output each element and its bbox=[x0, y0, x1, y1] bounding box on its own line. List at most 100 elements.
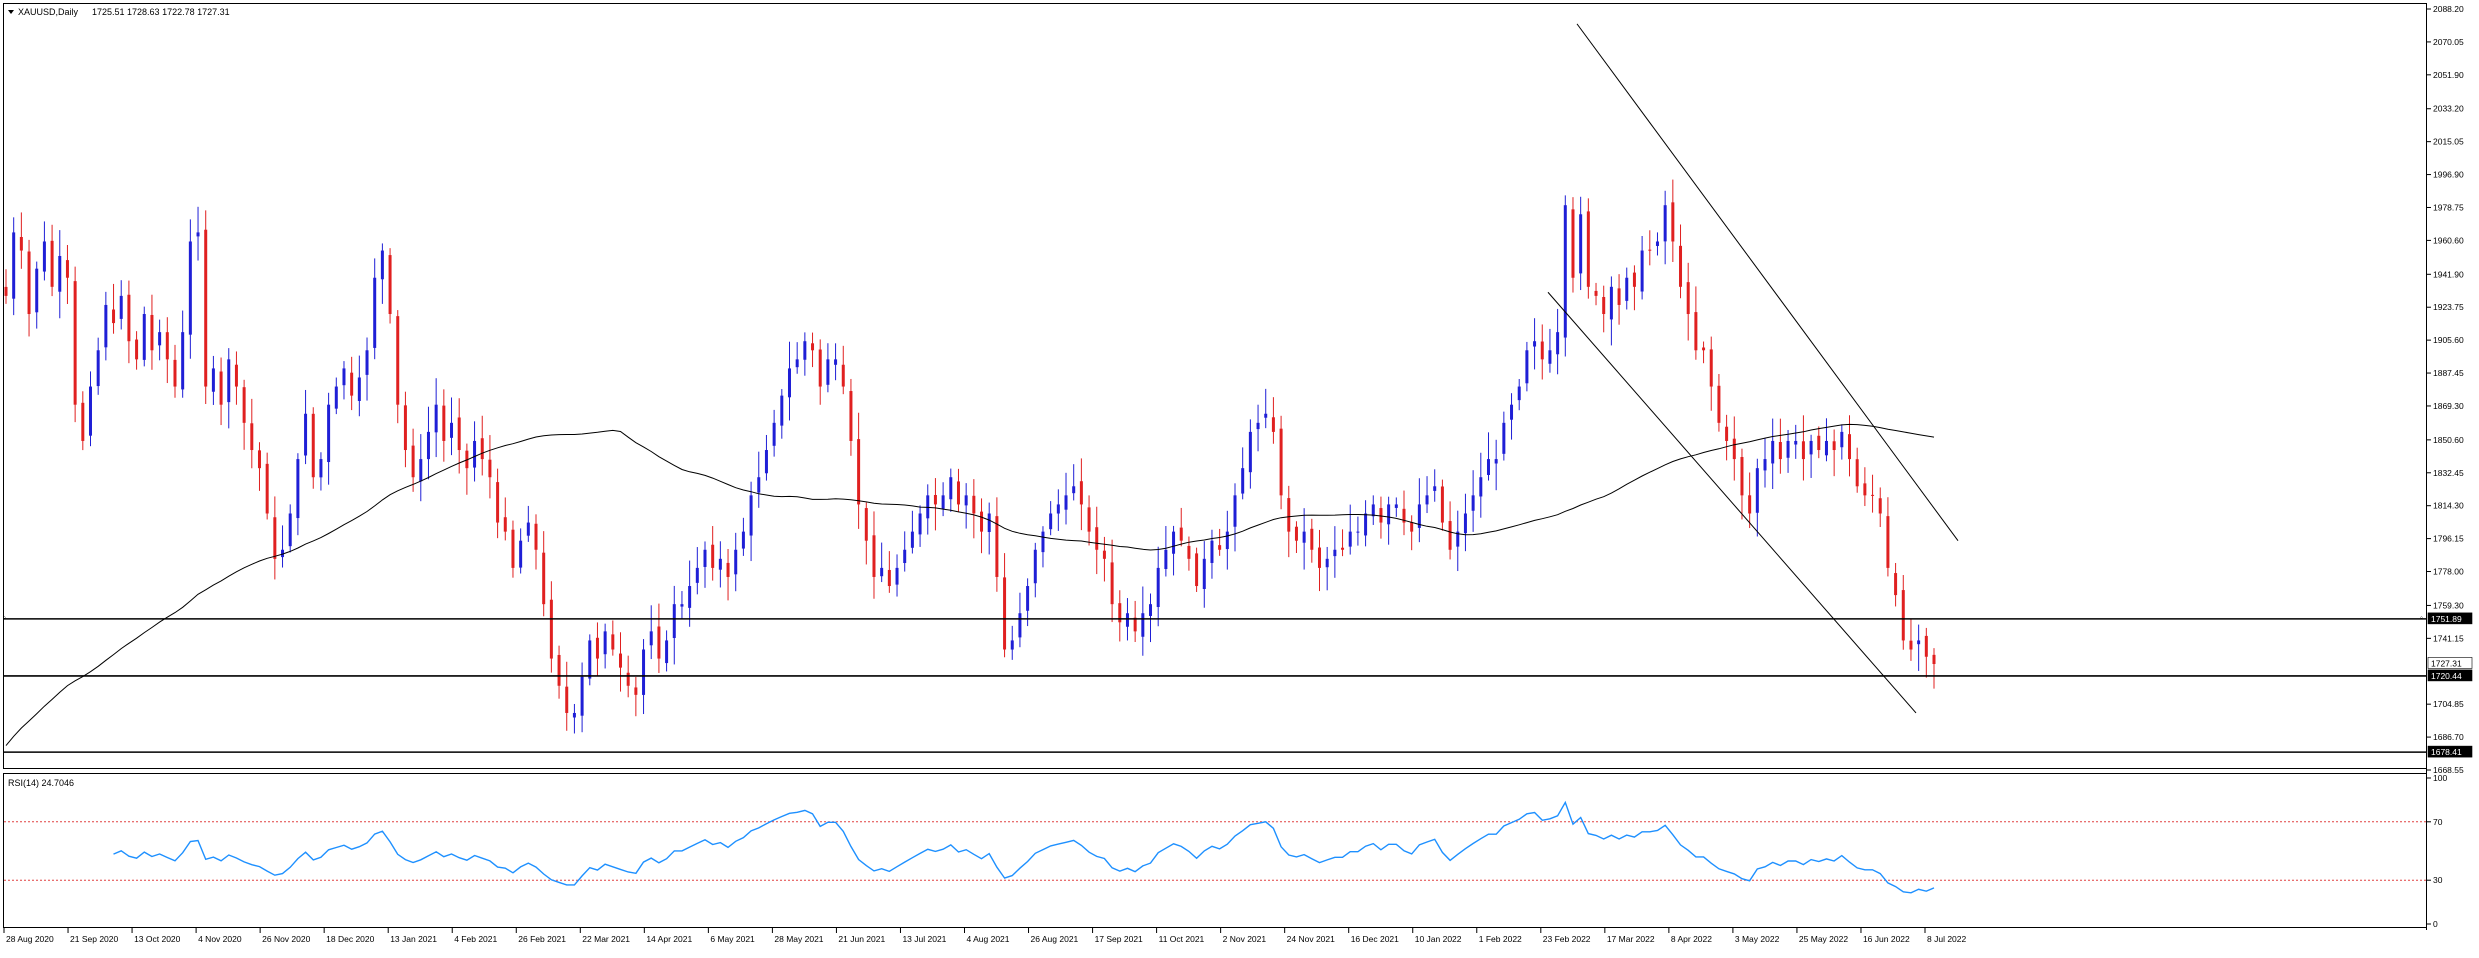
candle-body bbox=[1156, 567, 1160, 607]
candle-body bbox=[357, 377, 361, 401]
collapse-triangle-icon[interactable] bbox=[8, 10, 14, 14]
candle-body bbox=[1425, 495, 1429, 505]
candle-body bbox=[1671, 202, 1675, 242]
candle-body bbox=[1003, 577, 1007, 650]
date-tick-label: 28 May 2021 bbox=[774, 934, 823, 944]
candle-body bbox=[880, 567, 884, 577]
candle-body bbox=[1463, 513, 1467, 534]
candle-body bbox=[27, 251, 31, 315]
candle-body bbox=[1317, 547, 1321, 568]
candle-body bbox=[1371, 504, 1375, 517]
candle-body bbox=[695, 567, 699, 583]
candle-body bbox=[857, 439, 861, 505]
candle-body bbox=[1909, 640, 1913, 650]
price-label-box bbox=[2427, 745, 2473, 758]
candle-body bbox=[480, 438, 484, 460]
candle-body bbox=[1187, 545, 1191, 559]
candle-body bbox=[787, 368, 791, 398]
candle-body bbox=[1225, 531, 1229, 550]
candle-body bbox=[619, 653, 623, 668]
candle-body bbox=[42, 241, 46, 272]
candle-body bbox=[1586, 211, 1590, 287]
candle-body bbox=[311, 413, 315, 478]
levels-layer bbox=[4, 618, 2426, 753]
candle-body bbox=[611, 634, 615, 650]
price-label-text: 1678.41 bbox=[2431, 747, 2462, 757]
candle-body bbox=[749, 495, 753, 536]
date-tick-label: 13 Jan 2021 bbox=[390, 934, 437, 944]
candle-body bbox=[634, 687, 638, 695]
candle-body bbox=[588, 640, 592, 679]
candle-body bbox=[1164, 549, 1168, 570]
candle-body bbox=[1571, 209, 1575, 278]
candle-body bbox=[580, 676, 584, 716]
candle-body bbox=[1755, 468, 1759, 513]
candle-body bbox=[1179, 527, 1183, 541]
candle-body bbox=[1394, 504, 1398, 508]
candle-body bbox=[1056, 504, 1060, 514]
candle-body bbox=[319, 459, 323, 478]
candle-body bbox=[549, 599, 553, 659]
date-tick-label: 25 May 2022 bbox=[1799, 934, 1848, 944]
candle-body bbox=[741, 531, 745, 549]
candle-body bbox=[1863, 483, 1867, 496]
candle-body bbox=[595, 637, 599, 659]
price-label-text: 1727.31 bbox=[2431, 658, 2462, 668]
candle-body bbox=[1886, 516, 1890, 568]
candle-body bbox=[1364, 513, 1368, 536]
price-tick-label: 1668.55 bbox=[2433, 765, 2464, 775]
candle-body bbox=[96, 350, 100, 387]
candle-body bbox=[373, 277, 377, 348]
candle-body bbox=[411, 445, 415, 478]
candle-body bbox=[1717, 385, 1721, 423]
candle-body bbox=[496, 482, 500, 523]
candle-body bbox=[1279, 428, 1283, 496]
candle-body bbox=[234, 364, 238, 387]
price-tick-label: 2088.20 bbox=[2433, 4, 2464, 14]
price-tick-label: 1704.85 bbox=[2433, 699, 2464, 709]
candle-body bbox=[1533, 341, 1537, 347]
candle-body bbox=[204, 229, 208, 387]
price-tick-label: 1850.60 bbox=[2433, 435, 2464, 445]
price-tick-label: 1996.90 bbox=[2433, 170, 2464, 180]
candle-body bbox=[1563, 205, 1567, 338]
candle-body bbox=[572, 712, 576, 718]
channel-lower-line[interactable] bbox=[1547, 291, 1917, 714]
candle-body bbox=[1010, 640, 1014, 650]
candle-body bbox=[1786, 440, 1790, 458]
date-tick-label: 2 Nov 2021 bbox=[1223, 934, 1267, 944]
candle-body bbox=[1871, 494, 1875, 496]
candle-body bbox=[887, 569, 891, 587]
candle-body bbox=[104, 304, 108, 348]
date-tick-label: 4 Aug 2021 bbox=[967, 934, 1010, 944]
candle-body bbox=[1448, 521, 1452, 550]
candle-body bbox=[450, 422, 454, 438]
date-tick-label: 10 Jan 2022 bbox=[1415, 934, 1462, 944]
candle-body bbox=[726, 562, 730, 577]
candle-body bbox=[1694, 312, 1698, 351]
candle-body bbox=[65, 260, 69, 278]
candle-body bbox=[1832, 441, 1836, 451]
candle-body bbox=[211, 368, 215, 392]
candles-layer bbox=[4, 179, 1936, 734]
candle-body bbox=[603, 631, 607, 655]
candle-body bbox=[334, 386, 338, 409]
candle-body bbox=[1663, 205, 1667, 242]
candle-body bbox=[1640, 250, 1644, 292]
channel-upper-line[interactable] bbox=[1576, 23, 1959, 541]
candle-body bbox=[1479, 477, 1483, 497]
price-tick-label: 1887.45 bbox=[2433, 368, 2464, 378]
candle-body bbox=[1855, 459, 1859, 487]
candle-body bbox=[1417, 504, 1421, 528]
candle-body bbox=[1679, 245, 1683, 287]
candle-body bbox=[380, 250, 384, 280]
candle-body bbox=[181, 332, 185, 390]
date-tick-label: 4 Nov 2020 bbox=[198, 934, 242, 944]
rsi-label: RSI(14) 24.7046 bbox=[8, 778, 74, 788]
candle-body bbox=[772, 422, 776, 446]
date-tick-label: 28 Aug 2020 bbox=[6, 934, 54, 944]
candle-body bbox=[1402, 508, 1406, 523]
ohlc-label: 1725.51 1728.63 1722.78 1727.31 bbox=[92, 7, 230, 17]
price-label-box bbox=[2427, 669, 2473, 682]
